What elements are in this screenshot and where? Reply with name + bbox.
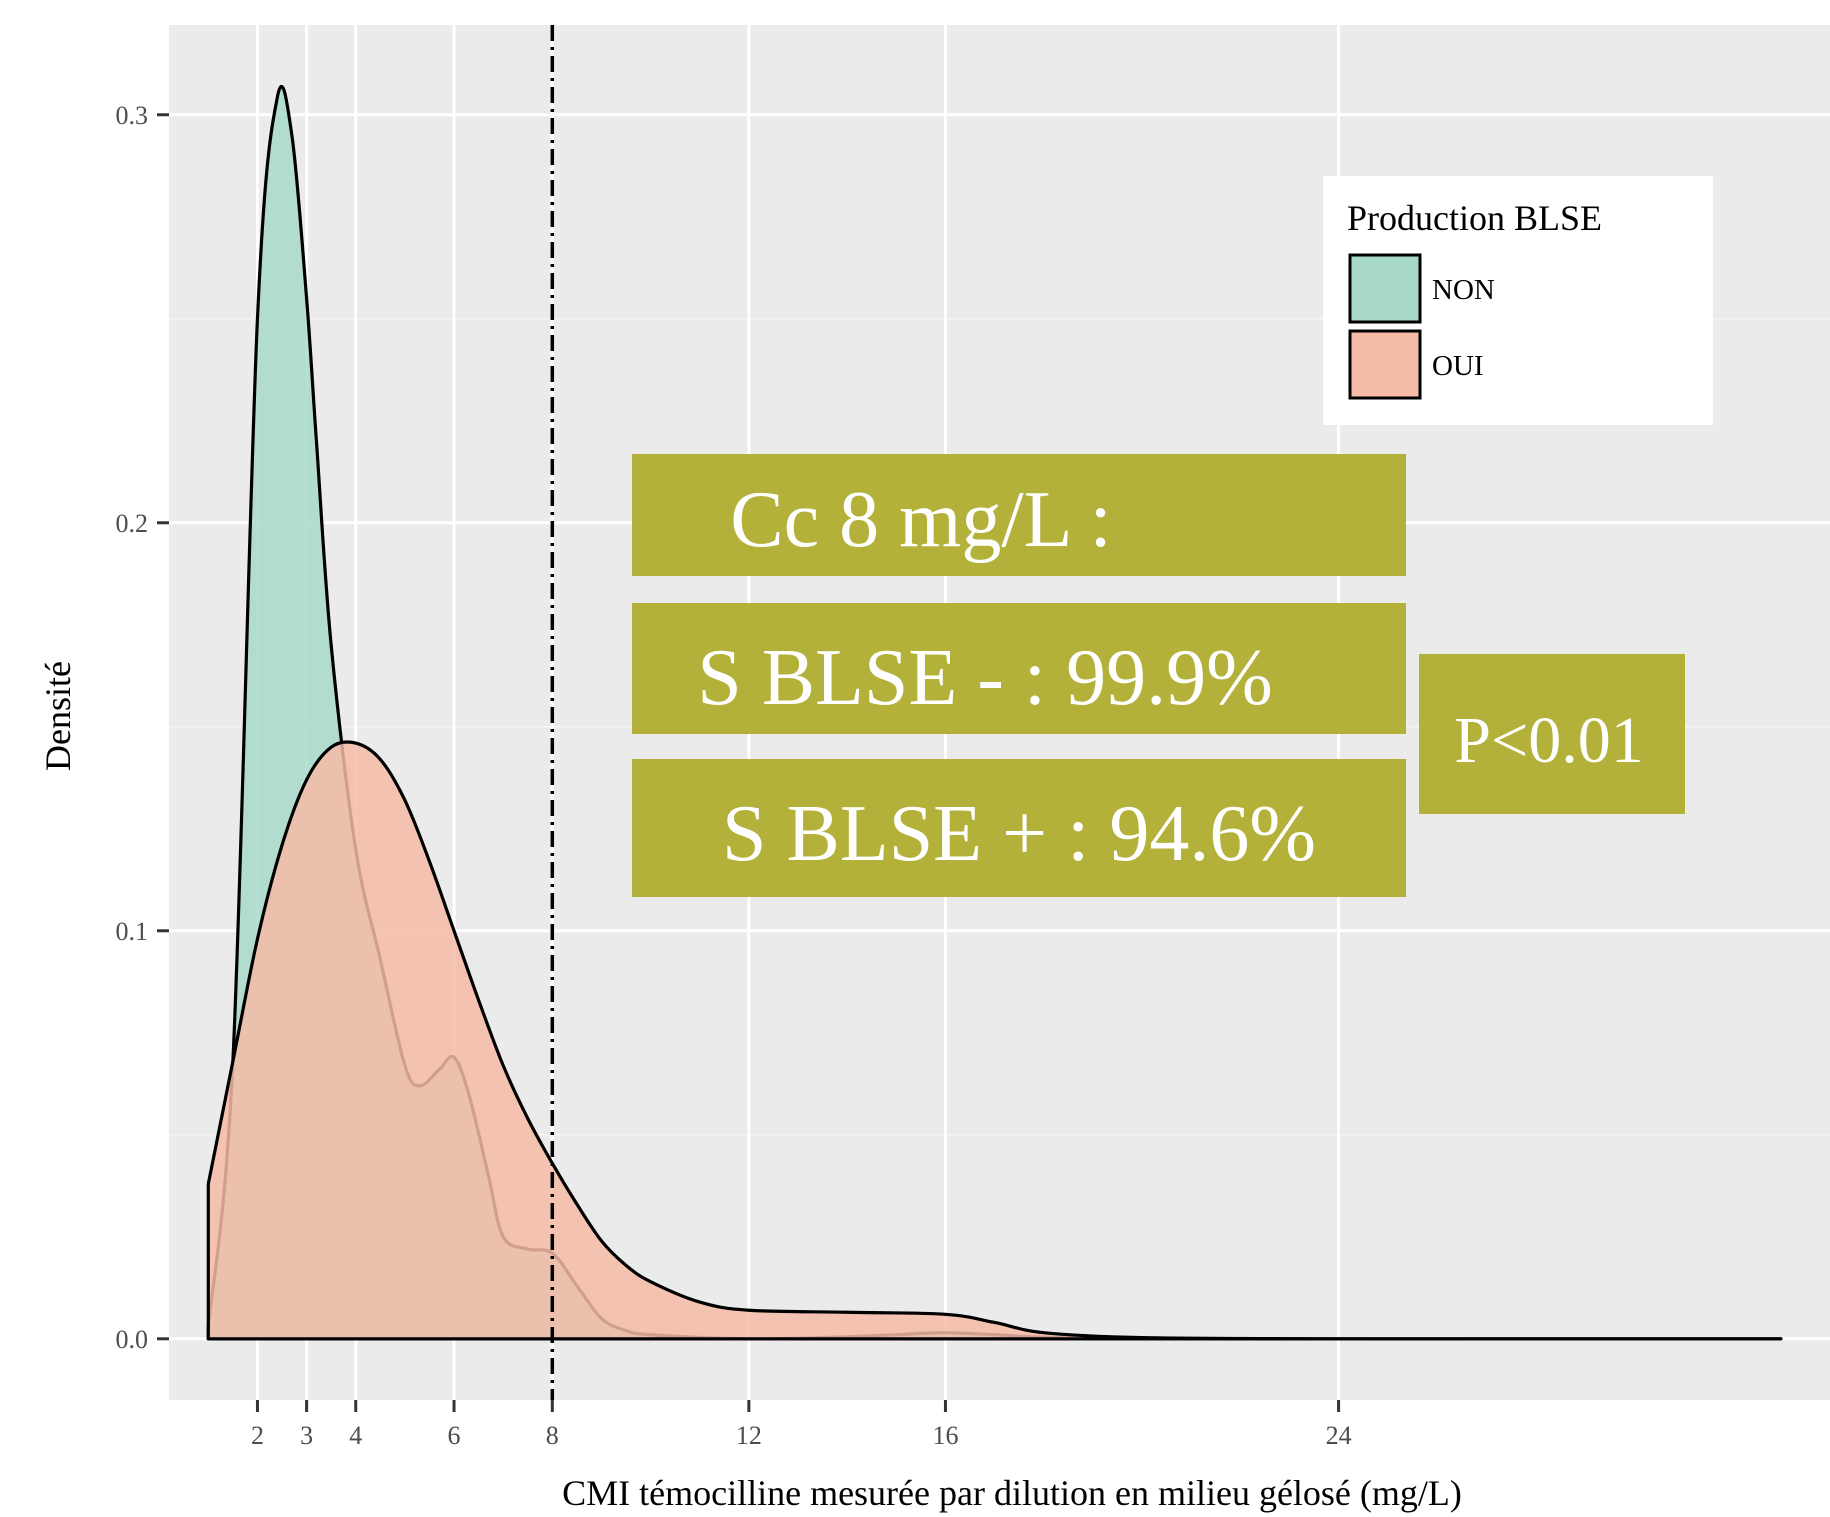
annotation-concentration: Cc 8 mg/L :	[730, 476, 1111, 564]
annotation-pvalue: P<0.01	[1454, 704, 1643, 777]
y-tick-label: 0.3	[116, 101, 149, 130]
annotation-box-blse-neg	[632, 603, 1406, 734]
x-tick-label: 8	[546, 1421, 559, 1450]
legend-title: Production BLSE	[1347, 198, 1602, 238]
y-tick-label: 0.1	[116, 917, 149, 946]
legend-label-non: NON	[1432, 274, 1495, 306]
x-tick-label: 2	[251, 1421, 264, 1450]
legend-swatch-oui	[1348, 329, 1422, 400]
x-tick-label: 3	[300, 1421, 313, 1450]
y-tick-label: 0.2	[116, 509, 149, 538]
annotation-box-blse-pos	[632, 759, 1406, 897]
x-tick-label: 6	[448, 1421, 461, 1450]
annotation-blse-negative: S BLSE - : 99.9%	[697, 634, 1273, 722]
y-axis-title: Densité	[38, 661, 78, 771]
density-area-oui	[206, 740, 1783, 1341]
x-tick-label: 16	[932, 1421, 958, 1450]
annotation-box-concentration	[632, 454, 1406, 576]
annotation-blse-positive: S BLSE + : 94.6%	[722, 790, 1316, 878]
legend: Production BLSE NON OUI	[1323, 176, 1713, 425]
annotation-box-pvalue	[1419, 654, 1685, 814]
x-axis: 2 3 4 6 8 12 16 24	[251, 1400, 1352, 1450]
legend-label-oui: OUI	[1432, 350, 1484, 382]
y-axis: 0.0 0.1 0.2 0.3	[116, 101, 169, 1354]
x-tick-label: 24	[1326, 1421, 1352, 1450]
x-tick-label: 4	[349, 1421, 362, 1450]
x-tick-label: 12	[736, 1421, 762, 1450]
annotation-group: Cc 8 mg/L : S BLSE - : 99.9% S BLSE + : …	[632, 454, 1685, 897]
y-tick-label: 0.0	[116, 1325, 149, 1354]
legend-swatch-non	[1348, 253, 1422, 324]
x-axis-title: CMI témocilline mesurée par dilution en …	[562, 1473, 1462, 1513]
density-areas	[206, 84, 1783, 1341]
